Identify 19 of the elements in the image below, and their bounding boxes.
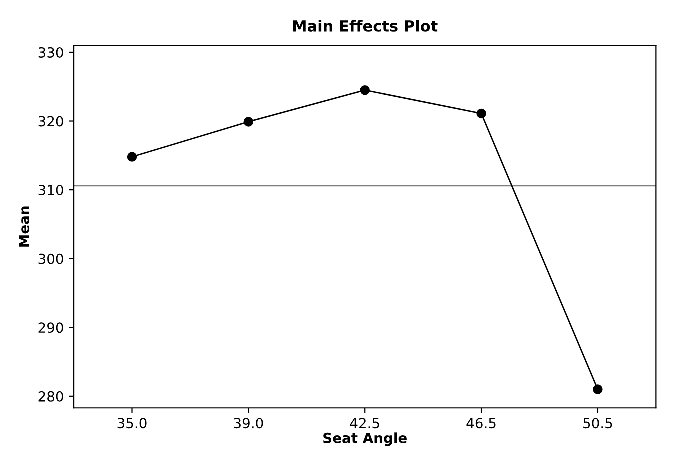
x-tick-label: 42.5 [350,418,380,429]
y-tick-label: 300 [38,254,64,264]
x-tick-label: 39.0 [234,418,264,429]
y-tick-label: 290 [38,322,64,334]
x-tick-label: 50.5 [584,418,612,429]
point [244,117,254,127]
point [360,85,370,96]
point [593,384,603,394]
x-axis-title: Seat Angle [324,432,407,446]
y-tick-label: 330 [38,47,64,58]
x-tick-label: 46.5 [466,418,496,429]
y-axis-title: Mean [19,206,30,247]
chart-title: Main Effects Plot [293,20,438,32]
y-tick-label: 310 [38,185,64,196]
point [476,108,486,119]
y-tick-label: 280 [38,391,64,402]
y-tick-label: 320 [38,116,64,127]
point [127,152,138,162]
x-tick-label: 35.0 [118,418,147,429]
